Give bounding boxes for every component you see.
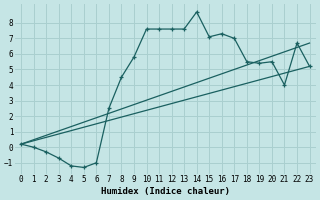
X-axis label: Humidex (Indice chaleur): Humidex (Indice chaleur) bbox=[101, 187, 230, 196]
